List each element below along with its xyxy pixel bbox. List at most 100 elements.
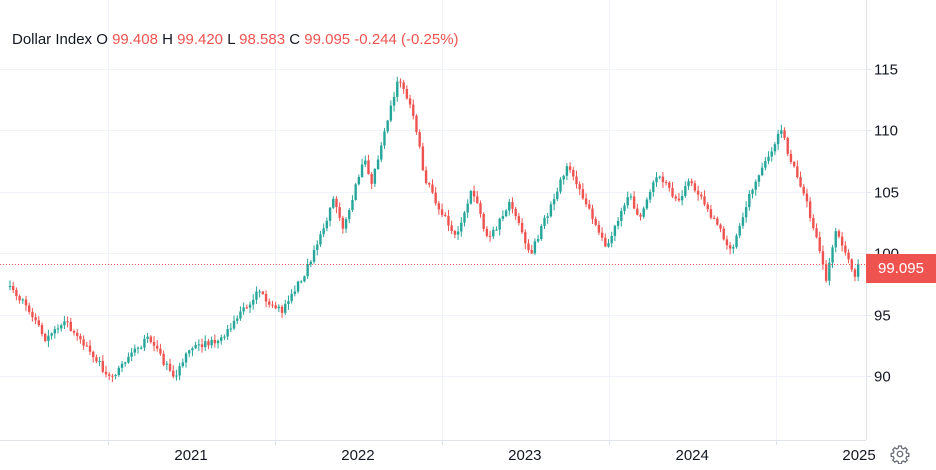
candle-body [508, 202, 511, 211]
candle-body [463, 212, 466, 223]
candle-body [565, 166, 569, 176]
candle-body [82, 339, 85, 346]
candle-body [549, 204, 553, 217]
candle-body [140, 347, 143, 349]
candle-body [674, 196, 677, 199]
candle-body [258, 291, 261, 293]
candle-body [316, 244, 319, 250]
candle-body [684, 186, 687, 197]
candle-body [613, 225, 617, 236]
candle-body [831, 247, 834, 263]
time-tick-label: 2025 [842, 447, 875, 464]
candle-body [744, 207, 748, 218]
candle-body [98, 360, 101, 362]
gear-icon[interactable] [890, 444, 910, 464]
candle-body [261, 291, 265, 294]
candle-body [421, 146, 425, 171]
candle-body [488, 235, 492, 237]
candle-body [328, 207, 332, 221]
time-axis[interactable]: 2021 2022 2023 2024 2025 [108, 440, 876, 464]
price-tick-label: 90 [874, 369, 891, 386]
candle-body [447, 216, 450, 226]
candle-body [540, 226, 543, 240]
candle-body [696, 190, 700, 195]
candle-body [92, 351, 95, 358]
candle-body [559, 179, 562, 192]
candle-body [738, 225, 741, 236]
candle-body [597, 224, 601, 233]
candle-body [664, 182, 668, 184]
candle-body [815, 228, 818, 238]
candle-body [50, 333, 53, 336]
candle-body [668, 182, 671, 188]
candle-body [450, 225, 453, 232]
candle-body [655, 177, 658, 183]
candle-body [271, 304, 274, 306]
candle-body [364, 160, 367, 165]
candle-body [706, 204, 709, 210]
candle-body [604, 237, 607, 247]
candle-body [44, 334, 47, 341]
candle-body [168, 363, 172, 371]
low-value: 98.583 [239, 31, 286, 48]
candle-body [661, 176, 665, 183]
candle-body [821, 251, 825, 265]
candle-body [293, 291, 297, 294]
candle-body [200, 344, 204, 348]
candle-body [405, 89, 409, 99]
candle-body [828, 262, 831, 281]
candle-body [591, 208, 594, 219]
candle-body [824, 264, 828, 281]
candle-body [37, 320, 41, 326]
candle-body [370, 173, 373, 184]
candle-body [344, 219, 348, 229]
candle-body [348, 210, 351, 220]
candle-body [703, 196, 706, 205]
candle-body [645, 199, 649, 209]
candle-body [472, 190, 476, 197]
candle-body [325, 220, 329, 229]
candle-body [805, 193, 809, 202]
candle-body [34, 317, 37, 321]
candle-body [652, 182, 655, 192]
candle-body [853, 269, 857, 277]
candle-body [520, 222, 524, 233]
price-tick-label: 105 [874, 185, 899, 202]
candle-body [482, 213, 485, 229]
candle-body [184, 353, 188, 363]
price-axis[interactable]: 9095100105110115 [866, 62, 899, 386]
candle-body [354, 184, 357, 201]
candle-body [799, 177, 802, 187]
candle-body [277, 306, 281, 309]
candle-body [802, 186, 805, 194]
candle-body [408, 98, 412, 105]
candle-body [581, 189, 585, 199]
candle-body [303, 276, 306, 282]
candle-body [130, 352, 133, 357]
open-label: O [96, 31, 108, 48]
candle-body [104, 371, 108, 375]
candle-body [588, 204, 591, 209]
candle-body [616, 220, 620, 226]
candle-body [428, 183, 431, 185]
candle-body [680, 196, 684, 201]
candle-body [85, 345, 89, 347]
candle-body [124, 362, 127, 364]
candle-body [415, 115, 418, 133]
candle-body [178, 366, 181, 376]
candles [8, 76, 860, 383]
candle-body [632, 196, 636, 209]
candle-body [72, 330, 76, 333]
candle-body [716, 218, 719, 225]
candle-body [648, 191, 652, 200]
candle-body [575, 176, 578, 185]
candle-body [517, 216, 521, 223]
candle-body [773, 144, 777, 152]
candle-body [690, 181, 693, 184]
candle-body [514, 208, 517, 217]
last-price-badge: 99.095 [866, 254, 936, 283]
candle-body [18, 296, 21, 301]
candle-body [322, 228, 325, 235]
candle-body [290, 293, 293, 302]
